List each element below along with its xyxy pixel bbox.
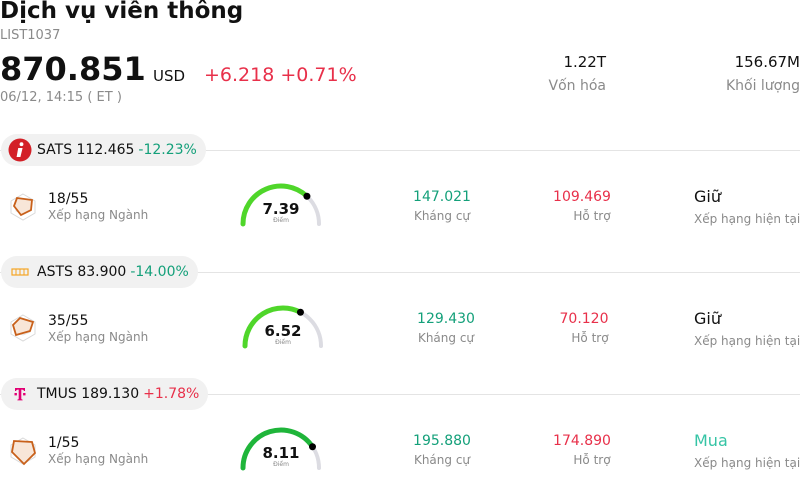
stock-ticker-price: SATS 112.465 [37, 142, 135, 158]
page-title: Dịch vụ viễn thông [0, 0, 244, 24]
industry-rank-label: Xếp hạng Ngành [48, 330, 149, 344]
rating-label: Xếp hạng hiện tại [694, 212, 800, 226]
echostar-i-icon [8, 138, 32, 162]
industry-rank-label: Xếp hạng Ngành [48, 452, 149, 466]
stock-pill-tmus[interactable]: TMUS 189.130 +1.78% [1, 378, 209, 410]
score-gauge [240, 427, 321, 471]
section-divider [0, 150, 800, 151]
resistance-label: Kháng cự [413, 209, 471, 223]
index-code: LIST1037 [0, 28, 61, 43]
stock-pill-asts[interactable]: ASTS 83.900 -14.00% [1, 256, 198, 288]
resistance-value: 129.430 [417, 311, 475, 327]
industry-rank-value: 35/55 [48, 313, 89, 329]
timestamp: 06/12, 14:15 ( ET ) [0, 90, 122, 105]
support-value: 70.120 [559, 311, 609, 327]
score-label: Điểm [273, 461, 289, 468]
support-value: 109.469 [553, 189, 611, 205]
resistance-label: Kháng cự [413, 453, 471, 467]
stock-change-pct: -14.00% [130, 264, 189, 280]
industry-rank-value: 18/55 [48, 191, 89, 207]
resistance-value: 195.880 [413, 433, 471, 449]
industry-rank-icon [8, 313, 38, 343]
section-divider [0, 272, 800, 273]
score-gauge [240, 183, 321, 227]
resistance-label: Kháng cự [417, 331, 475, 345]
section-divider [0, 394, 800, 395]
index-price: 870.851 [0, 50, 146, 88]
industry-rank-label: Xếp hạng Ngành [48, 208, 149, 222]
industry-rank-value: 1/55 [48, 435, 80, 451]
stock-ticker-price: ASTS 83.900 [37, 264, 127, 280]
score-value: 7.39 [262, 200, 300, 218]
market-cap-value: 1.22T [563, 53, 606, 71]
score-label: Điểm [273, 217, 289, 224]
rating-label: Xếp hạng hiện tại [694, 334, 800, 348]
industry-rank-icon [8, 436, 38, 466]
ast-spacemobile-icon [8, 260, 32, 284]
score-value: 8.11 [262, 444, 300, 462]
stock-ticker-price: TMUS 189.130 [37, 386, 140, 402]
rating-value: Giữ [694, 187, 721, 206]
score-label: Điểm [275, 339, 291, 346]
industry-rank-icon [8, 192, 38, 222]
tmobile-t-icon [8, 382, 32, 406]
score-gauge [242, 305, 323, 349]
rating-value: Mua [694, 431, 728, 450]
support-label: Hỗ trợ [573, 209, 611, 223]
currency-label: USD [153, 67, 186, 85]
score-value: 6.52 [264, 322, 302, 340]
market-cap-label: Vốn hóa [548, 78, 606, 94]
support-label: Hỗ trợ [571, 331, 609, 345]
stock-pill-sats[interactable]: SATS 112.465 -12.23% [1, 134, 206, 166]
price-change: +6.218 +0.71% [204, 64, 357, 86]
stock-change-pct: +1.78% [143, 386, 200, 402]
resistance-value: 147.021 [413, 189, 471, 205]
support-label: Hỗ trợ [573, 453, 611, 467]
volume-value: 156.67M [734, 53, 800, 71]
rating-value: Giữ [694, 309, 721, 328]
rating-label: Xếp hạng hiện tại [694, 456, 800, 470]
support-value: 174.890 [553, 433, 611, 449]
stock-change-pct: -12.23% [138, 142, 197, 158]
volume-label: Khối lượng [725, 78, 800, 94]
